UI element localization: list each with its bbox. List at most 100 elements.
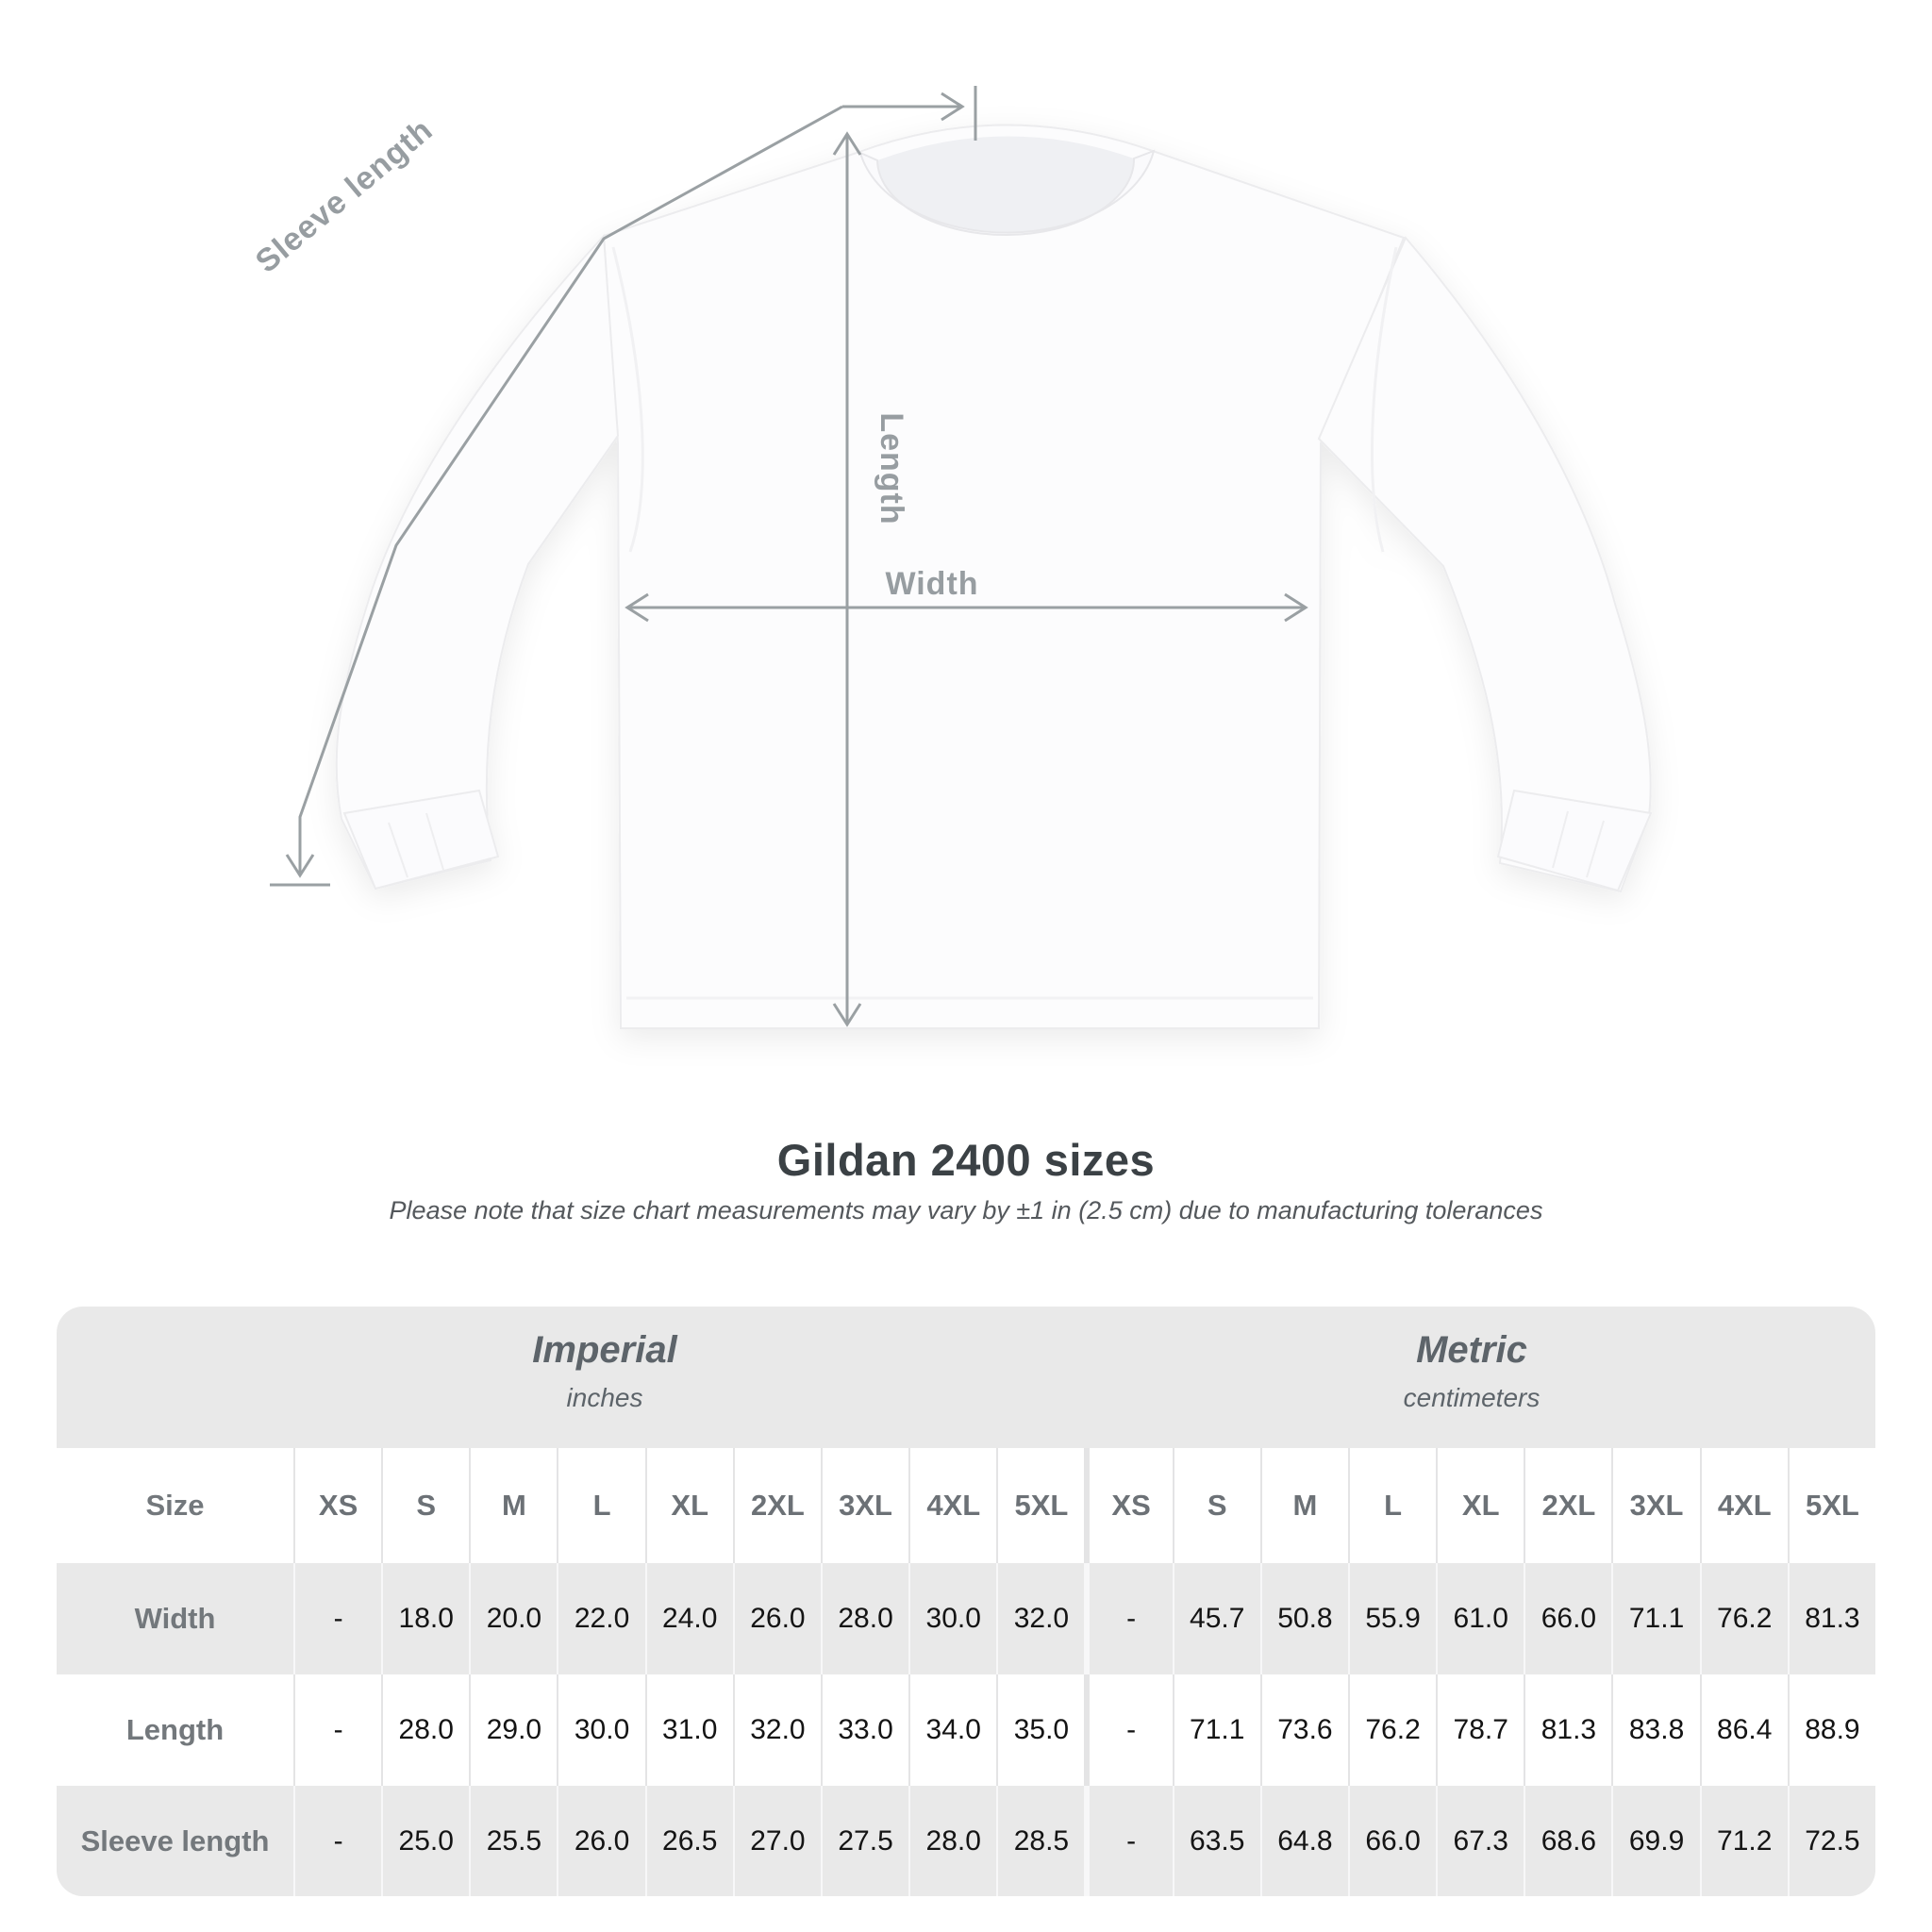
- table-cell: 50.8: [1259, 1563, 1348, 1674]
- table-cell: 27.5: [820, 1786, 908, 1896]
- metric-unit: centimeters: [1403, 1383, 1541, 1412]
- table-cell: 29.0: [469, 1674, 557, 1786]
- table-cell: -: [293, 1674, 381, 1786]
- table-cell: 61.0: [1436, 1563, 1524, 1674]
- sleeve-length-label: Sleeve length: [249, 111, 440, 279]
- size-col-header: 3XL: [1611, 1448, 1699, 1563]
- table-cell: 26.0: [557, 1786, 644, 1896]
- size-col-header: L: [1347, 1448, 1436, 1563]
- table-cell: 67.3: [1436, 1786, 1524, 1896]
- size-col-header: M: [469, 1448, 557, 1563]
- table-cell: -: [293, 1786, 381, 1896]
- table-cell: 81.3: [1787, 1563, 1875, 1674]
- shirt-left-cuff: [342, 789, 500, 891]
- size-table: Imperial inches Metric centimeters Size …: [57, 1307, 1875, 1896]
- left-armhole-seam: [611, 246, 644, 553]
- left-cuff-ribs: [388, 812, 444, 878]
- imperial-unit: inches: [566, 1383, 643, 1412]
- table-cell: 32.0: [996, 1563, 1084, 1674]
- size-col-header: XL: [644, 1448, 733, 1563]
- table-cell: 72.5: [1787, 1786, 1875, 1896]
- shirt-measurement-diagram: Sleeve length Length Width: [249, 86, 1653, 1029]
- table-cell: 81.3: [1524, 1674, 1611, 1786]
- table-cell: 34.0: [908, 1674, 996, 1786]
- shirt-right-cuff: [1496, 789, 1653, 892]
- table-cell: 73.6: [1259, 1674, 1348, 1786]
- table-cell: 68.6: [1524, 1786, 1611, 1896]
- table-cell: -: [293, 1563, 381, 1674]
- table-cell: 66.0: [1524, 1563, 1611, 1674]
- page-title: Gildan 2400 sizes: [776, 1135, 1156, 1185]
- size-header-cell: Size: [145, 1489, 205, 1522]
- table-cell: 25.5: [469, 1786, 557, 1896]
- sleeve-measure-line: [270, 86, 977, 887]
- size-col-header: L: [557, 1448, 644, 1563]
- table-cell: 45.7: [1172, 1563, 1260, 1674]
- table-cell: 26.0: [732, 1563, 821, 1674]
- table-row-sleeve-length: Sleeve length - 25.0 25.5 26.0 26.5 27.0…: [57, 1786, 1875, 1896]
- right-cuff-ribs: [1552, 810, 1605, 878]
- shirt-left-sleeve: [335, 233, 620, 891]
- right-armhole-seam: [1370, 246, 1398, 553]
- table-cell: -: [1084, 1786, 1172, 1896]
- size-col-header: 4XL: [1699, 1448, 1788, 1563]
- length-label: Length: [874, 412, 909, 525]
- table-cell: -: [1084, 1563, 1172, 1674]
- table-cell: 25.0: [381, 1786, 469, 1896]
- shirt-neck-opening: [877, 136, 1135, 236]
- table-cell: 71.1: [1172, 1674, 1260, 1786]
- row-label: Length: [125, 1713, 225, 1746]
- table-cell: -: [1084, 1674, 1172, 1786]
- shirt-right-sleeve: [1317, 236, 1652, 893]
- table-row-width: Width - 18.0 20.0 22.0 24.0 26.0 28.0 30…: [57, 1563, 1875, 1674]
- size-col-header: 5XL: [996, 1448, 1084, 1563]
- table-cell: 71.2: [1699, 1786, 1788, 1896]
- table-cell: 69.9: [1611, 1786, 1699, 1896]
- size-col-header: 2XL: [1524, 1448, 1611, 1563]
- table-cell: 88.9: [1787, 1674, 1875, 1786]
- table-cell: 71.1: [1611, 1563, 1699, 1674]
- size-col-header: XL: [1436, 1448, 1524, 1563]
- size-col-header: 2XL: [732, 1448, 821, 1563]
- table-cell: 35.0: [996, 1674, 1084, 1786]
- table-cell: 30.0: [557, 1674, 644, 1786]
- table-row-length: Length - 28.0 29.0 30.0 31.0 32.0 33.0 3…: [57, 1674, 1875, 1786]
- table-cell: 24.0: [644, 1563, 733, 1674]
- size-col-header: 3XL: [820, 1448, 908, 1563]
- table-cell: 55.9: [1347, 1563, 1436, 1674]
- imperial-label: Imperial: [532, 1329, 677, 1371]
- size-col-header: S: [381, 1448, 469, 1563]
- table-cell: 28.0: [908, 1786, 996, 1896]
- table-cell: 30.0: [908, 1563, 996, 1674]
- table-cell: 18.0: [381, 1563, 469, 1674]
- size-col-header: M: [1259, 1448, 1348, 1563]
- table-cell: 86.4: [1699, 1674, 1788, 1786]
- table-cell: 64.8: [1259, 1786, 1348, 1896]
- metric-unit-group: Metric centimeters: [1404, 1329, 1541, 1413]
- table-cell: 27.0: [732, 1786, 821, 1896]
- table-cell: 76.2: [1699, 1563, 1788, 1674]
- table-cell: 22.0: [557, 1563, 644, 1674]
- table-cell: 28.5: [996, 1786, 1084, 1896]
- size-header-row: Size XS S M L XL 2XL 3XL 4XL 5XL XS S M …: [57, 1448, 1875, 1563]
- table-cell: 33.0: [820, 1674, 908, 1786]
- width-label: Width: [885, 566, 978, 602]
- units-band: Imperial inches Metric centimeters: [57, 1307, 1875, 1448]
- table-cell: 76.2: [1347, 1674, 1436, 1786]
- size-col-header: XS: [293, 1448, 381, 1563]
- table-cell: 20.0: [469, 1563, 557, 1674]
- width-measure-line: [625, 592, 1308, 623]
- row-label: Sleeve length: [80, 1824, 270, 1857]
- shirt-illustration: [335, 124, 1653, 1029]
- table-cell: 63.5: [1172, 1786, 1260, 1896]
- table-cell: 32.0: [732, 1674, 821, 1786]
- metric-label: Metric: [1416, 1329, 1527, 1371]
- size-col-header: 5XL: [1787, 1448, 1875, 1563]
- length-measure-line: [832, 131, 862, 1027]
- table-cell: 66.0: [1347, 1786, 1436, 1896]
- table-cell: 26.5: [644, 1786, 733, 1896]
- size-col-header: S: [1172, 1448, 1260, 1563]
- tolerance-note: Please note that size chart measurements…: [389, 1196, 1543, 1224]
- measurement-lines: [270, 86, 1308, 1027]
- table-cell: 28.0: [820, 1563, 908, 1674]
